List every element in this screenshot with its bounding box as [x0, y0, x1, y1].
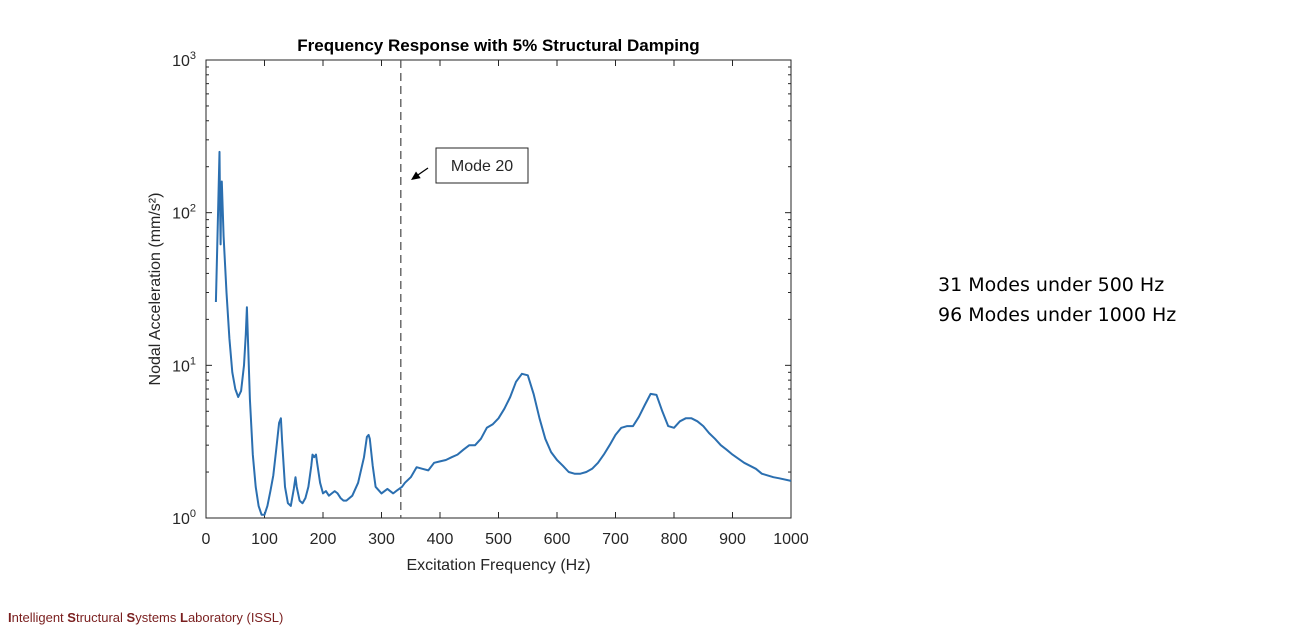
annotation-arrowhead-icon	[411, 171, 421, 180]
footer-text-part: S	[67, 610, 76, 625]
footer-text-part: tructural	[75, 610, 127, 625]
mode-count-500hz: 31 Modes under 500 Hz	[938, 274, 1165, 296]
mode-count-1000hz: 96 Modes under 1000 Hz	[938, 304, 1177, 326]
x-tick-label: 0	[202, 531, 211, 548]
x-axis-label: Excitation Frequency (Hz)	[406, 557, 590, 574]
footer-text-part: aboratory (ISSL)	[187, 610, 284, 625]
x-tick-label: 400	[427, 531, 454, 548]
x-tick-label: 200	[310, 531, 337, 548]
x-tick-labels: 0 100 200 300 400 500 600 700 800 900 1000	[202, 531, 809, 548]
y-tick-labels: 100 101 102 103	[172, 50, 196, 528]
y-tick-label: 102	[172, 203, 196, 223]
plot-frame	[205, 59, 792, 519]
mode-count-notes: 31 Modes under 500 Hz 96 Modes under 100…	[938, 270, 1176, 330]
footer-text-part: L	[180, 610, 188, 625]
x-tick-label: 500	[485, 531, 512, 548]
y-tick-label: 103	[172, 50, 196, 70]
footer-text-part: ystems	[135, 610, 180, 625]
axis-ticks	[205, 59, 792, 519]
x-tick-label: 600	[544, 531, 571, 548]
chart-title: Frequency Response with 5% Structural Da…	[297, 36, 699, 55]
footer-text-part: S	[126, 610, 136, 625]
y-axis-label: Nodal Acceleration (mm/s²)	[147, 193, 164, 386]
lab-footer: Intelligent Structural Systems Laborator…	[8, 610, 283, 625]
mode-annotation: Mode 20	[411, 147, 529, 184]
y-tick-label: 101	[172, 355, 196, 375]
x-tick-label: 300	[368, 531, 395, 548]
x-tick-label: 1000	[773, 531, 809, 548]
footer-text-part: I	[8, 610, 12, 625]
x-tick-label: 700	[602, 531, 629, 548]
x-tick-label: 100	[251, 531, 278, 548]
y-tick-label: 100	[172, 508, 196, 528]
x-tick-label: 900	[719, 531, 746, 548]
footer-text-part: ntelligent	[11, 610, 68, 625]
annotation-label: Mode 20	[451, 158, 513, 175]
annotation-box	[435, 147, 529, 184]
series-line	[214, 150, 792, 516]
x-tick-label: 800	[661, 531, 688, 548]
